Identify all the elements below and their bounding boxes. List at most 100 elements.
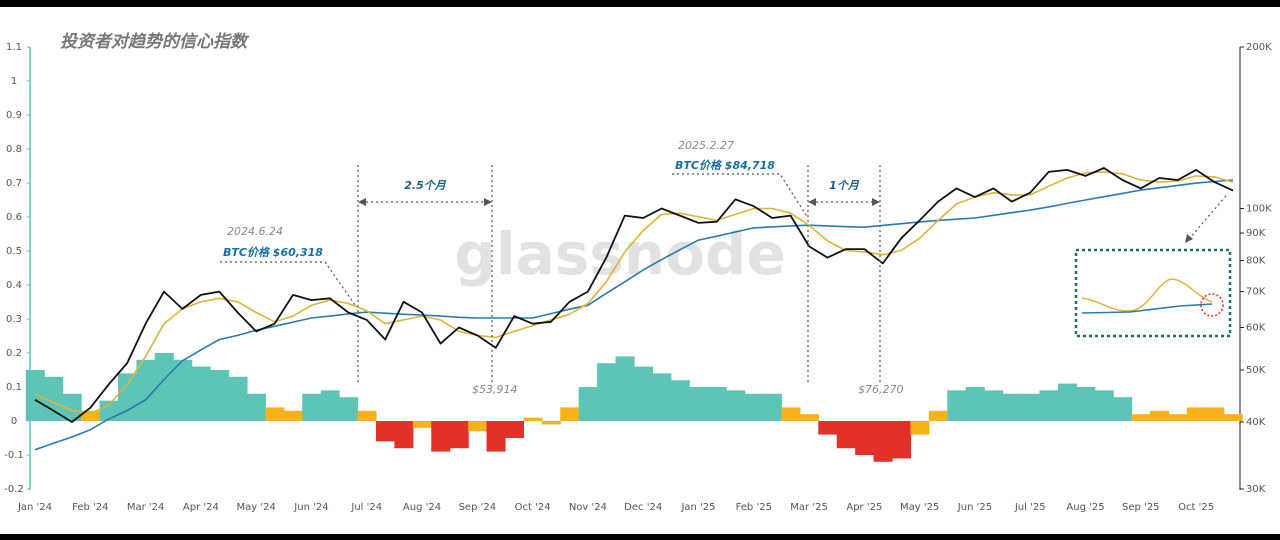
annotation: 2024.6.24 [227, 225, 283, 238]
histogram-bar [412, 421, 432, 428]
y2-tick-label: 80K [1246, 255, 1266, 266]
histogram-bar [891, 421, 912, 459]
top-border [0, 0, 1280, 7]
y-tick-label: 0.2 [6, 348, 22, 359]
histogram-bar [468, 421, 488, 432]
histogram-bar [984, 390, 1004, 421]
annotation: BTC价格 $60,318 [223, 246, 323, 259]
histogram-bar [910, 421, 930, 435]
y2-tick-label: 60K [1246, 323, 1266, 334]
histogram-bar [1002, 393, 1022, 421]
histogram-bar [25, 370, 45, 421]
histogram-bar [1168, 414, 1188, 421]
histogram-bar [726, 390, 746, 421]
histogram-bar [320, 390, 340, 421]
x-tick-label: Oct '24 [515, 502, 551, 513]
histogram-bar [560, 407, 580, 421]
annotation: 2025.2.27 [678, 139, 734, 152]
y-tick-label: 0.1 [6, 382, 22, 393]
histogram-bar [1094, 390, 1114, 421]
guides [220, 165, 1227, 382]
x-tick-label: Jun '24 [293, 502, 328, 513]
annotation: 2.5个月 [404, 179, 446, 192]
histogram-bar [1205, 407, 1225, 421]
histogram-bar [1150, 410, 1170, 421]
x-tick-label: Aug '24 [403, 502, 441, 513]
histogram-bar [541, 421, 561, 425]
y-tick-label: -0.2 [4, 484, 24, 495]
histogram-bar [1186, 407, 1206, 421]
histogram-bar [707, 387, 727, 421]
histogram-bar [210, 370, 230, 421]
x-tick-label: Sep '24 [459, 502, 497, 513]
histogram-bar [781, 407, 801, 421]
histogram-bar [1021, 393, 1041, 421]
y2-tick-label: 200K [1246, 42, 1272, 53]
histogram-bar [1113, 397, 1133, 421]
histogram-bar [117, 373, 137, 421]
histogram-bar [689, 387, 709, 421]
watermark: glassnode [454, 220, 786, 288]
histogram-bar [947, 390, 967, 421]
histogram-bar [1076, 387, 1096, 421]
histogram-bar [633, 366, 654, 421]
y-tick-label: 0.3 [6, 314, 22, 325]
y-tick-label: 0.4 [6, 280, 22, 291]
x-tick-label: Dec '24 [624, 502, 662, 513]
x-tick-label: Feb '25 [736, 502, 772, 513]
histogram-bar [1057, 383, 1077, 421]
y2-tick-label: 50K [1246, 365, 1266, 376]
histogram-bar [1131, 414, 1151, 421]
histogram-bar [265, 407, 285, 421]
histogram-bar [375, 421, 395, 442]
histogram-bar [302, 393, 322, 421]
x-tick-label: Jul '25 [1014, 502, 1046, 513]
chart-title: 投资者对趋势的信心指数 [60, 32, 250, 52]
histogram-bar [394, 421, 414, 449]
y-tick-label: 0.7 [6, 178, 22, 189]
annotation: BTC价格 $84,718 [675, 159, 775, 172]
histogram-bar [818, 421, 838, 435]
histogram-bar [873, 421, 893, 462]
series-line [34, 171, 1234, 415]
histogram-bar [431, 421, 451, 452]
annotation: 1个月 [829, 179, 860, 192]
histogram-bar [504, 421, 524, 438]
series-line [34, 179, 1234, 451]
annotation: $76,270 [858, 383, 904, 396]
histogram-bar [928, 410, 948, 421]
x-tick-label: Jan '24 [17, 502, 52, 513]
histogram-bar [597, 363, 617, 421]
histogram-bar [62, 393, 82, 421]
histogram-bar [283, 410, 303, 421]
x-tick-label: Apr '24 [183, 502, 219, 513]
histogram-bar [1223, 414, 1243, 421]
histogram-bar [228, 376, 248, 421]
y-tick-label: 1.1 [6, 42, 22, 53]
y-tick-label: 0.9 [6, 110, 22, 121]
histogram-bar [836, 421, 856, 449]
histogram-bar [1039, 390, 1059, 421]
plot [25, 167, 1243, 462]
x-tick-label: Jun '25 [957, 502, 992, 513]
x-tick-label: Mar '25 [790, 502, 828, 513]
x-tick-label: Jul '24 [350, 502, 382, 513]
y2-tick-label: 40K [1246, 417, 1266, 428]
y-tick-label: 0.8 [6, 144, 22, 155]
histogram-bar [136, 359, 156, 421]
y-tick-label: 0 [11, 416, 17, 427]
bottom-border [0, 534, 1280, 540]
histogram-bar [191, 366, 211, 421]
zoom-inset [1074, 248, 1232, 338]
histogram-bar [44, 376, 64, 421]
y-tick-label: 0.5 [6, 246, 22, 257]
y2-tick-label: 90K [1246, 228, 1266, 239]
histogram-bar [81, 410, 101, 421]
y-tick-label: -0.1 [4, 450, 24, 461]
histogram-bar [965, 387, 985, 421]
x-tick-label: Feb '24 [72, 502, 108, 513]
histogram-bar [652, 373, 672, 421]
arrow-heads [358, 198, 1193, 243]
series-line [34, 167, 1234, 423]
